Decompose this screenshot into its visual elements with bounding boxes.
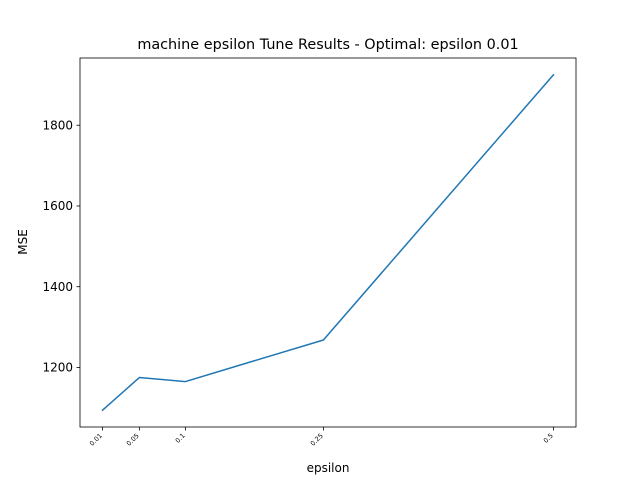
series-line-0 — [101, 73, 555, 412]
chart-title: machine epsilon Tune Results - Optimal: … — [137, 37, 518, 53]
x-tick-label: 0.05 — [125, 432, 141, 448]
plot-area: 0.01 0.05 0.1 0.25 0.5 1200 1400 1600 1800 — [42, 57, 577, 448]
y-tick-label: 1200 — [42, 361, 73, 375]
plot-frame — [79, 57, 577, 428]
y-axis-label: MSE — [16, 229, 30, 255]
x-tick-label: 0.25 — [309, 432, 325, 448]
y-tick-label: 1600 — [42, 199, 73, 213]
y-tick-label: 1800 — [42, 118, 73, 132]
x-axis-label: epsilon — [307, 461, 350, 475]
y-tick-label: 1400 — [42, 280, 73, 294]
x-tick-label: 0.01 — [88, 432, 104, 448]
x-tick-label: 0.5 — [542, 432, 555, 445]
x-tick-label: 0.1 — [174, 432, 187, 445]
